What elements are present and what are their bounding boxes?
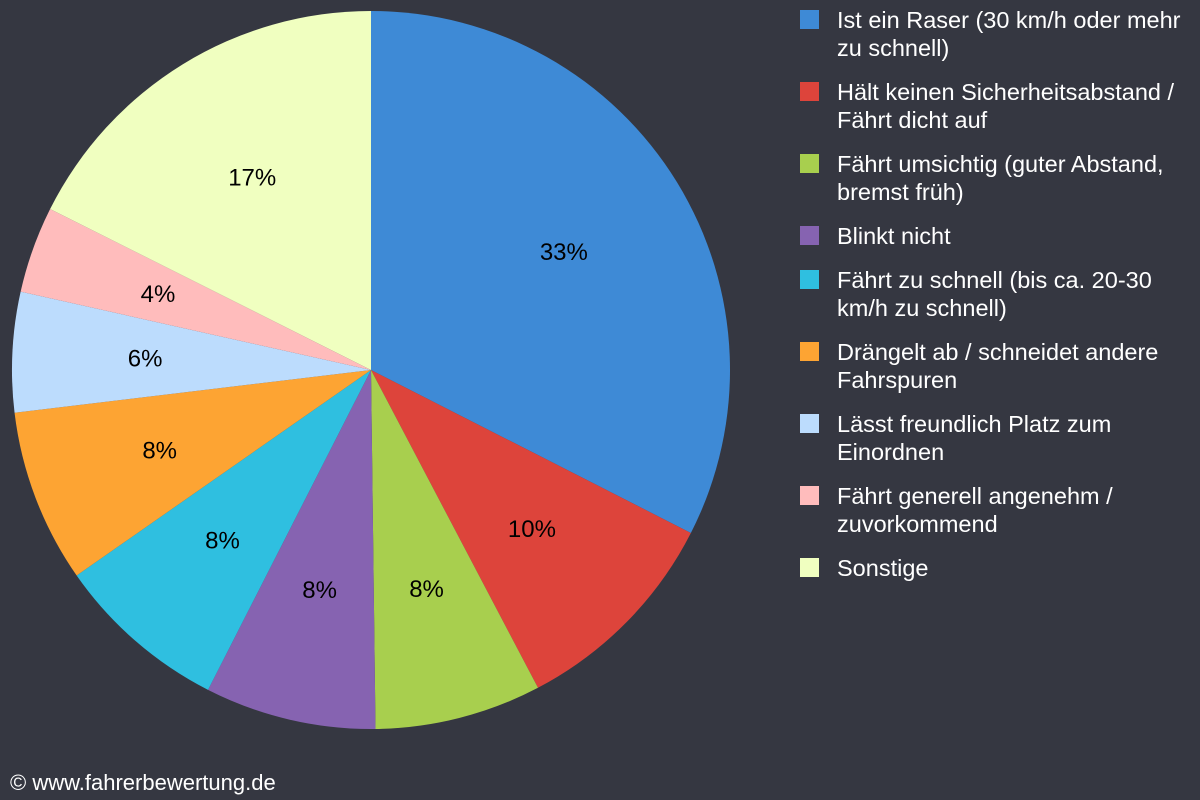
slice-percent-label: 8% [302,577,337,604]
pie-slice [76,370,371,690]
legend-swatch [800,342,819,361]
legend-label: Drängelt ab / schneidet andere Fahrspure… [837,339,1159,393]
legend-item: Fährt umsichtig (guter Abstand, bremst f… [800,150,1195,206]
legend-swatch [800,226,819,245]
pie-slice [371,370,538,729]
legend-label: Fährt generell angenehm / zuvorkommend [837,483,1113,537]
pie-slice [208,370,376,729]
pie-slice [20,209,372,370]
pie-slice [50,11,371,370]
slice-percent-label: 8% [409,576,444,603]
slice-percent-label: 17% [228,165,276,192]
legend-label: Blinkt nicht [837,223,951,249]
pie-slice [11,291,371,413]
legend-item: Hält keinen Sicherheitsabstand / Fährt d… [800,78,1195,134]
legend-label: Fährt zu schnell (bis ca. 20-30 km/h zu … [837,267,1152,321]
legend-label: Fährt umsichtig (guter Abstand, bremst f… [837,151,1164,205]
legend-swatch [800,558,819,577]
pie-chart: 33% 10% 8% 8% 8% 8% 6% 4% 17% [11,11,730,729]
slice-percent-label: 8% [142,438,177,465]
legend-item: Drängelt ab / schneidet andere Fahrspure… [800,338,1195,394]
copyright-footer: © www.fahrerbewertung.de [10,770,276,795]
legend-item: Fährt zu schnell (bis ca. 20-30 km/h zu … [800,266,1195,322]
legend-swatch [800,486,819,505]
legend-item: Sonstige [800,554,1195,582]
slice-percent-label: 6% [128,346,163,373]
legend-swatch [800,154,819,173]
pie-slice [371,370,691,688]
legend-swatch [800,414,819,433]
legend-label: Hält keinen Sicherheitsabstand / Fährt d… [837,79,1175,133]
legend-item: Fährt generell angenehm / zuvorkommend [800,482,1195,538]
legend-swatch [800,82,819,101]
legend: Ist ein Raser (30 km/h oder mehr zu schn… [800,6,1195,598]
pie-slice [14,370,371,576]
legend-item: Lässt freundlich Platz zum Einordnen [800,410,1195,466]
legend-swatch [800,10,819,29]
slice-percent-label: 4% [141,281,176,308]
slice-percent-label: 33% [540,239,588,266]
legend-label: Ist ein Raser (30 km/h oder mehr zu schn… [837,7,1181,61]
legend-label: Lässt freundlich Platz zum Einordnen [837,411,1112,465]
legend-label: Sonstige [837,555,929,581]
pie-slice [371,11,730,533]
legend-item: Ist ein Raser (30 km/h oder mehr zu schn… [800,6,1195,62]
legend-item: Blinkt nicht [800,222,1195,250]
slice-percent-label: 8% [205,528,240,555]
legend-swatch [800,270,819,289]
slice-percent-label: 10% [508,516,556,543]
